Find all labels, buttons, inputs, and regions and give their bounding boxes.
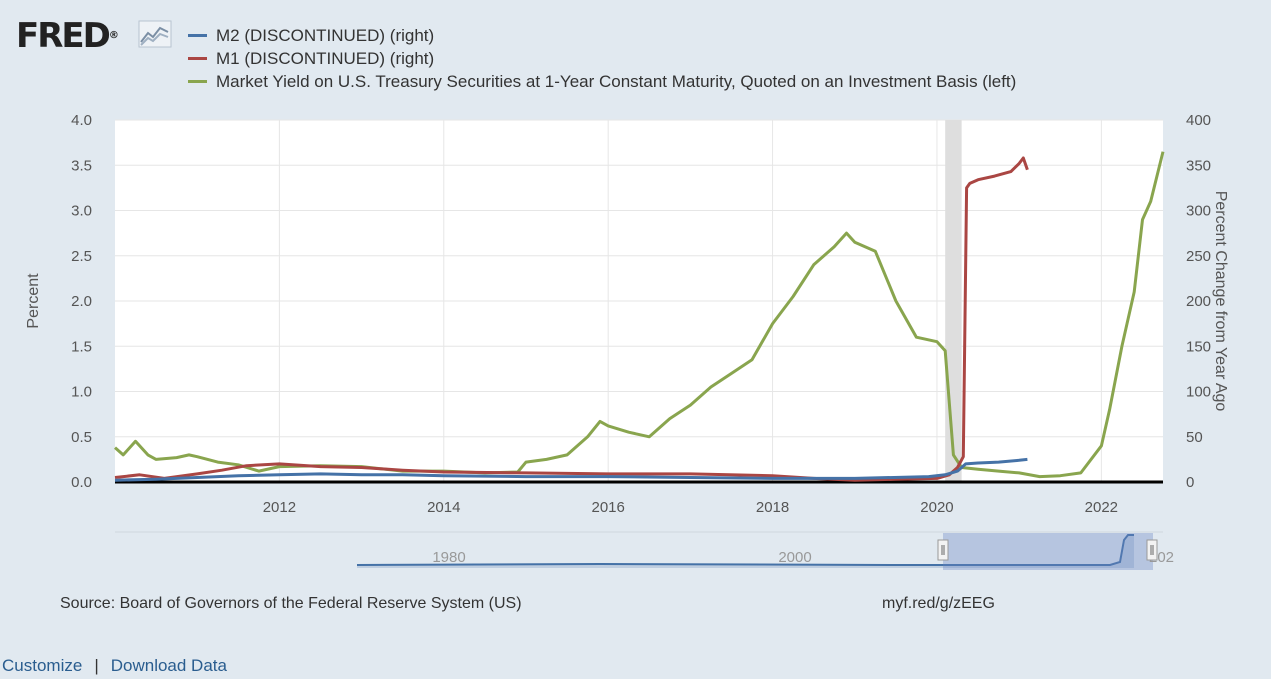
- link-separator: |: [94, 656, 99, 675]
- short-url[interactable]: myf.red/g/zEEG: [882, 595, 995, 612]
- x-tick-label: 2022: [1085, 499, 1118, 516]
- navigator-label-1980: 1980: [432, 549, 465, 566]
- legend-item-m2[interactable]: M2 (DISCONTINUED) (right): [188, 24, 1016, 47]
- navigator-left-handle[interactable]: [937, 539, 949, 561]
- left-tick-label: 3.5: [71, 157, 92, 174]
- customize-link[interactable]: Customize: [2, 656, 83, 675]
- navigator-selected-range[interactable]: [943, 533, 1153, 570]
- legend-label-treasury-yield: Market Yield on U.S. Treasury Securities…: [216, 72, 1017, 91]
- right-tick-label: 300: [1186, 203, 1211, 220]
- series-line-m2: [114, 457, 1028, 482]
- download-data-link[interactable]: Download Data: [110, 656, 227, 675]
- left-tick-label: 0.0: [71, 474, 92, 491]
- footer-links: Customize | Download Data: [2, 656, 227, 676]
- fred-graph-icon: [138, 20, 172, 48]
- left-tick-label: 1.0: [71, 384, 92, 401]
- legend-item-treasury-yield[interactable]: Market Yield on U.S. Treasury Securities…: [188, 70, 1016, 93]
- left-tick-label: 3.0: [71, 203, 92, 220]
- right-tick-label: 200: [1186, 293, 1211, 310]
- x-tick-label: 2014: [427, 499, 460, 516]
- right-tick-label: 0: [1186, 474, 1194, 491]
- chart-legend: M2 (DISCONTINUED) (right) M1 (DISCONTINU…: [188, 24, 1016, 93]
- fred-logo-text: FRED: [16, 16, 111, 56]
- x-axis-ticks: 2012 2014 2016 2018 2020 2022: [263, 499, 1118, 516]
- right-tick-label: 250: [1186, 248, 1211, 265]
- right-tick-label: 400: [1186, 112, 1211, 129]
- navigator-label-2000: 2000: [778, 549, 811, 566]
- x-tick-label: 2018: [756, 499, 789, 516]
- registered-mark: ®: [108, 30, 119, 41]
- line-chart: 0.0 0.5 1.0 1.5 2.0 2.5 3.0 3.5 4.0 0 50 100 150 200…: [25, 112, 1229, 570]
- legend-label-m1: M1 (DISCONTINUED) (right): [216, 49, 435, 68]
- left-tick-label: 2.5: [71, 248, 92, 265]
- source-note: Source: Board of Governors of the Federa…: [60, 595, 522, 612]
- right-tick-label: 150: [1186, 338, 1211, 355]
- right-axis-ticks: 0 50 100 150 200 250 300 350 400: [1186, 112, 1211, 491]
- fred-logo[interactable]: FRED®: [16, 16, 119, 56]
- x-tick-label: 2020: [920, 499, 953, 516]
- right-tick-label: 50: [1186, 429, 1203, 446]
- left-tick-label: 2.0: [71, 293, 92, 310]
- x-tick-label: 2012: [263, 499, 296, 516]
- right-tick-label: 350: [1186, 157, 1211, 174]
- left-axis-ticks: 0.0 0.5 1.0 1.5 2.0 2.5 3.0 3.5 4.0: [71, 112, 92, 491]
- left-tick-label: 4.0: [71, 112, 92, 129]
- legend-swatch-m1: [188, 57, 207, 60]
- gridlines: [115, 119, 1163, 482]
- x-tick-label: 2016: [591, 499, 624, 516]
- navigator-right-handle[interactable]: [1146, 539, 1158, 561]
- right-tick-label: 100: [1186, 384, 1211, 401]
- legend-swatch-m2: [188, 34, 207, 37]
- right-axis-title: Percent Change from Year Ago: [1212, 191, 1229, 412]
- left-axis-title: Percent: [25, 273, 42, 329]
- left-tick-label: 1.5: [71, 338, 92, 355]
- legend-label-m2: M2 (DISCONTINUED) (right): [216, 26, 435, 45]
- series-layer: [114, 151, 1165, 482]
- legend-item-m1[interactable]: M1 (DISCONTINUED) (right): [188, 47, 1016, 70]
- navigator-series-line: [356, 534, 1134, 566]
- legend-swatch-treasury-yield: [188, 80, 207, 83]
- left-tick-label: 0.5: [71, 429, 92, 446]
- recession-band: [945, 120, 962, 482]
